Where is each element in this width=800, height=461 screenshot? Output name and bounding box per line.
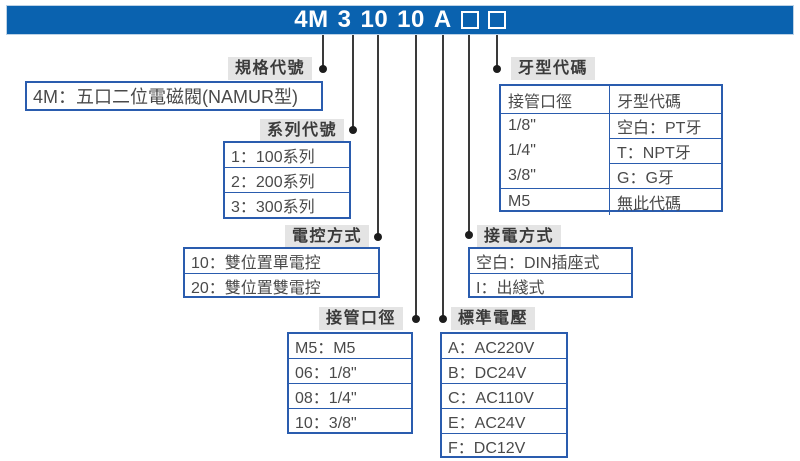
- connector-dot-thread-code: [493, 65, 501, 73]
- connector-dot-voltage: [439, 315, 447, 323]
- table-cell: 無此代碼: [617, 196, 682, 213]
- voltage-box: A：AC220V B：DC24V C：AC110V E：AC24V F：DC12…: [440, 332, 568, 458]
- port-size-value: 3/8": [508, 166, 536, 184]
- code-segment-voltage: A: [433, 6, 452, 33]
- spec-code-label: 規格代號: [228, 57, 313, 80]
- code-item: A：AC220V: [448, 340, 535, 357]
- code-item: I：出綫式: [470, 273, 631, 298]
- connector-dot-port-size: [412, 315, 420, 323]
- voltage-label: 標準電壓: [451, 307, 536, 330]
- connection-box: 空白：DIN插座式 I：出綫式: [468, 247, 633, 298]
- column-header: 接管口徑: [501, 86, 610, 113]
- code-segment-series: 3: [337, 6, 352, 33]
- code-segment-spec: 4M: [294, 6, 329, 33]
- code-segment-port-size: 10: [397, 6, 425, 33]
- code-item: 06：1/8": [289, 358, 411, 383]
- merged-port-size-cell: 1/8" 1/4" 3/8": [501, 114, 610, 188]
- code-item: E：AC24V: [442, 408, 566, 433]
- table-body: 1/8" 1/4" 3/8" 空白：PT牙 T：NPT牙 G：G牙: [501, 114, 721, 188]
- code-item: B：DC24V: [442, 358, 566, 383]
- table-cell: 空白：PT牙: [617, 120, 702, 137]
- port-size-label: 接管口徑: [319, 307, 404, 330]
- series-code-box: 1：100系列 2：200系列 3：300系列: [223, 141, 351, 219]
- code-item: M5：M5: [295, 340, 356, 357]
- connector-line-elec-control: [377, 35, 379, 237]
- connector-line-series: [352, 35, 354, 130]
- code-item: 空白：DIN插座式: [476, 255, 600, 272]
- code-item: C：AC110V: [442, 383, 566, 408]
- connector-dot-spec: [319, 65, 327, 73]
- code-item: 1：100系列: [231, 149, 315, 166]
- blank-code-box-2: [487, 11, 506, 29]
- column-header: 牙型代碼: [617, 93, 682, 111]
- code-item: 10：3/8": [289, 408, 411, 433]
- port-size-value: 1/4": [508, 141, 536, 159]
- code-item: 2：200系列: [225, 167, 349, 192]
- connector-line-spec: [322, 35, 324, 69]
- table-cell: T：NPT牙: [610, 138, 721, 163]
- connector-dot-connection: [465, 231, 473, 239]
- table-cell: G：G牙: [610, 163, 721, 188]
- thread-code-table: 接管口徑 牙型代碼 1/8" 1/4" 3/8" 空白：PT牙 T：NPT牙 G…: [499, 84, 723, 215]
- elec-control-box: 10：雙位置單電控 20：雙位置雙電控: [183, 247, 380, 298]
- connector-line-thread-code: [496, 35, 498, 69]
- code-segment-elec-control: 10: [360, 6, 389, 33]
- code-item: 10：雙位置單電控: [191, 255, 321, 272]
- code-item: 08：1/4": [289, 383, 411, 408]
- code-item: F：DC12V: [442, 433, 566, 458]
- code-item: 3：300系列: [225, 192, 349, 217]
- blank-code-box-1: [460, 11, 479, 29]
- series-code-label: 系列代號: [260, 119, 345, 142]
- port-size-box: M5：M5 06：1/8" 08：1/4" 10：3/8": [287, 332, 413, 434]
- thread-code-column: 空白：PT牙 T：NPT牙 G：G牙: [610, 114, 721, 188]
- connector-line-port-size: [415, 35, 417, 319]
- model-code-banner: 4M 3 10 10 A: [6, 5, 794, 35]
- table-footer-row: M5 無此代碼: [501, 188, 721, 215]
- connection-label: 接電方式: [477, 225, 562, 248]
- code-item: 4M：五口二位電磁閥(NAMUR型): [33, 87, 298, 107]
- connector-line-connection: [468, 35, 470, 235]
- connector-dot-series: [349, 126, 357, 134]
- spec-code-box: 4M：五口二位電磁閥(NAMUR型): [25, 81, 323, 111]
- code-item: 20：雙位置雙電控: [185, 273, 378, 298]
- connector-dot-elec-control: [374, 233, 382, 241]
- table-header-row: 接管口徑 牙型代碼: [501, 86, 721, 114]
- port-size-value: 1/8": [508, 117, 536, 135]
- thread-code-label: 牙型代碼: [511, 57, 596, 80]
- table-cell: M5: [501, 189, 610, 215]
- connector-line-voltage: [442, 35, 444, 319]
- elec-control-label: 電控方式: [285, 225, 370, 248]
